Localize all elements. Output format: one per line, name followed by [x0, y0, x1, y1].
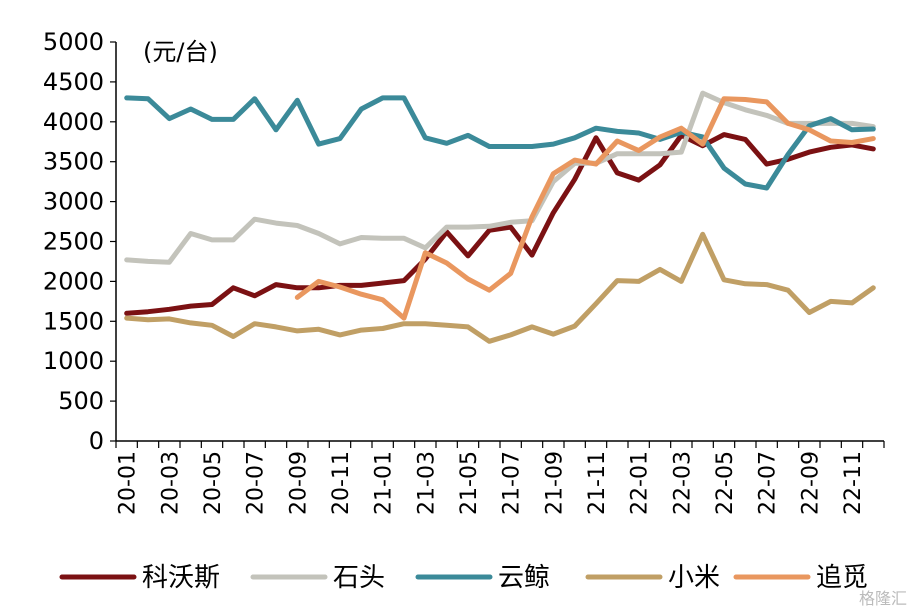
y-tick-label: 3500: [43, 148, 104, 176]
y-tick-label: 1000: [43, 347, 104, 375]
series-line-小米: [124, 231, 876, 344]
x-tick-label: 20-07: [244, 451, 269, 515]
x-tick-label: 21-05: [457, 451, 482, 515]
legend-label: 云鲸: [498, 563, 550, 593]
x-tick-label: 20-09: [286, 451, 311, 515]
unit-label: (元/台): [143, 38, 218, 66]
x-tick-label: 21-03: [414, 451, 439, 515]
x-tick-label: 21-07: [500, 451, 525, 515]
y-tick-label: 4500: [43, 68, 104, 96]
x-tick-label: 22-01: [628, 451, 653, 515]
series-line-追觅: [294, 96, 876, 321]
y-tick-label: 1500: [43, 307, 104, 335]
legend: 科沃斯 石头 云鲸 小米 追觅: [59, 563, 868, 593]
x-tick-label: 22-07: [756, 451, 781, 515]
y-tick-label: 3000: [43, 188, 104, 216]
y-tick-label: 0: [89, 427, 104, 455]
x-axis: 20-01 20-03 20-05 20-07 20-09 20-11 21-01 21-03…: [115, 440, 885, 515]
legend-label: 小米: [668, 563, 720, 593]
x-tick-label: 21-09: [542, 451, 567, 515]
y-tick-label: 500: [58, 387, 104, 415]
legend-label: 追觅: [816, 563, 868, 593]
watermark-logo: 格隆汇: [858, 589, 907, 608]
series-layer: [124, 90, 876, 344]
legend-label: 石头: [333, 563, 385, 593]
series-line-科沃斯: [124, 132, 876, 316]
series-line-云鲸: [124, 95, 876, 191]
series-line-石头: [124, 90, 876, 265]
x-tick-label: 22-03: [670, 451, 695, 515]
x-tick-label: 22-05: [713, 451, 738, 515]
x-tick-label: 21-01: [372, 451, 397, 515]
x-tick-label: 20-11: [329, 451, 354, 515]
y-tick-label: 2500: [43, 228, 104, 256]
y-tick-label: 5000: [43, 28, 104, 56]
x-tick-label: 22-09: [798, 451, 823, 515]
legend-label: 科沃斯: [142, 563, 220, 593]
x-tick-label: 20-01: [116, 451, 141, 515]
x-tick-label: 20-05: [201, 451, 226, 515]
x-tick-label: 22-11: [841, 451, 866, 515]
x-tick-label: 20-03: [158, 451, 183, 515]
x-tick-label: 21-11: [585, 451, 610, 515]
y-tick-label: 4000: [43, 108, 104, 136]
y-tick-label: 2000: [43, 267, 104, 295]
y-axis: 0 500 1000 1500 2000 2500 3000 3500 4000 4500 5000: [43, 28, 117, 455]
